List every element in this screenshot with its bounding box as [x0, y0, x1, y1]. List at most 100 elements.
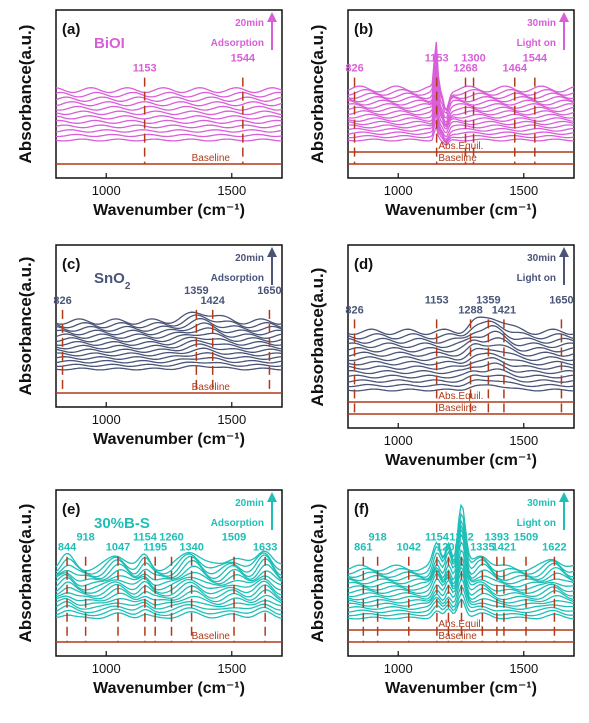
series-curve: [55, 336, 283, 346]
panel-label: (d): [354, 256, 373, 273]
series-curve: [347, 109, 575, 141]
series-curve: [347, 320, 575, 340]
series-curve: [347, 337, 575, 353]
peak-label: 1424: [200, 295, 225, 307]
series-curve: [347, 100, 575, 134]
peak-label: 1153: [425, 294, 449, 306]
baseline-label: Baseline: [192, 631, 231, 642]
mode-label: Adsorption: [211, 38, 264, 49]
series-curve: [55, 322, 283, 336]
peak-label: 1153: [425, 53, 449, 65]
series-curve: [347, 532, 575, 588]
panel-b-frame: [347, 9, 575, 179]
series-curve: [347, 512, 575, 575]
series-curve: [55, 554, 283, 578]
sample-label: SnO2: [94, 270, 131, 292]
peak-label: 1195: [143, 542, 167, 554]
series-curve: [55, 575, 283, 591]
series-curve: [347, 357, 575, 370]
peak-label: 1509: [222, 532, 246, 544]
series-curve: [55, 332, 283, 343]
peak-label: 826: [345, 304, 363, 316]
series-curve: [347, 566, 575, 604]
x-axis-title: Wavenumber (cm⁻¹): [385, 202, 537, 219]
sample-label: 30%B-S: [94, 515, 150, 532]
time-label: 30min: [527, 253, 556, 264]
series-curve: [55, 357, 283, 364]
series-curve: [347, 540, 575, 591]
peak-label: 1544: [231, 53, 256, 65]
panel-label: (a): [62, 21, 80, 38]
mode-label: Light on: [517, 38, 556, 49]
panel-e-frame: [55, 489, 283, 657]
baseline-label: Abs.Equil.: [438, 141, 483, 152]
series-curve: [55, 589, 283, 603]
peak-label: 1650: [257, 285, 281, 297]
series-curve: [348, 119, 575, 144]
series-curve: [347, 54, 575, 112]
series-curve: [347, 368, 575, 379]
peak-label: 1359: [184, 285, 208, 297]
mode-label: Adsorption: [211, 518, 264, 529]
series-curve: [347, 374, 575, 383]
series-curve: [347, 325, 575, 344]
time-arrow-head: [267, 492, 277, 502]
panel-label: (b): [354, 21, 373, 38]
peak-label: 861: [354, 542, 372, 554]
series-curve: [347, 75, 575, 127]
x-tick-label: 1000: [384, 661, 413, 676]
series-curve: [347, 518, 574, 578]
peak-label: 1300: [461, 53, 485, 65]
series-curve: [55, 558, 283, 580]
x-tick-label: 1500: [217, 661, 246, 676]
series-curve: [55, 563, 283, 583]
series-curve: [55, 606, 283, 617]
time-label: 20min: [235, 253, 264, 264]
peak-label: 1154: [425, 532, 450, 544]
series-curve: [55, 101, 283, 107]
series-curve: [347, 343, 575, 357]
series-curve: [347, 72, 575, 124]
peak-label: 1544: [523, 53, 548, 65]
x-tick-label: 1000: [92, 661, 121, 676]
x-tick-label: 1500: [217, 412, 246, 427]
series-curve: [55, 119, 283, 124]
panel-label: (e): [62, 501, 80, 518]
baseline-label: Baseline: [438, 403, 477, 414]
time-arrow-head: [559, 247, 569, 257]
series-curve: [55, 603, 283, 614]
peak-label: 1153: [133, 63, 157, 75]
series-curve: [55, 550, 283, 572]
x-tick-label: 1500: [509, 183, 538, 198]
series-curve: [347, 330, 575, 349]
series-curve: [347, 86, 575, 128]
panel-f-frame: [347, 489, 575, 657]
series-curve: [55, 317, 283, 332]
series-curve: [347, 94, 575, 130]
x-axis-title: Wavenumber (cm⁻¹): [93, 680, 245, 697]
time-label: 30min: [527, 498, 556, 509]
series-curve: [55, 361, 283, 368]
panel-a-frame: [55, 9, 283, 179]
series-curve: [347, 347, 575, 362]
x-tick-label: 1500: [217, 183, 246, 198]
peak-label: 1421: [492, 542, 516, 554]
peak-label: 1288: [458, 304, 482, 316]
series-curve: [347, 352, 575, 366]
x-tick-label: 1000: [384, 433, 413, 448]
baseline-label: Baseline: [192, 153, 231, 164]
x-axis-title: Wavenumber (cm⁻¹): [385, 452, 537, 469]
mode-label: Adsorption: [211, 273, 264, 284]
peak-label: 1622: [542, 542, 566, 554]
series-curve: [55, 599, 283, 610]
series-curve: [55, 343, 283, 353]
series-curve: [55, 129, 283, 133]
series-curve: [55, 138, 282, 142]
series-curve: [55, 570, 283, 587]
series-curve: [55, 311, 283, 325]
series-curve: [55, 133, 283, 138]
peak-label: 1252: [449, 532, 473, 544]
